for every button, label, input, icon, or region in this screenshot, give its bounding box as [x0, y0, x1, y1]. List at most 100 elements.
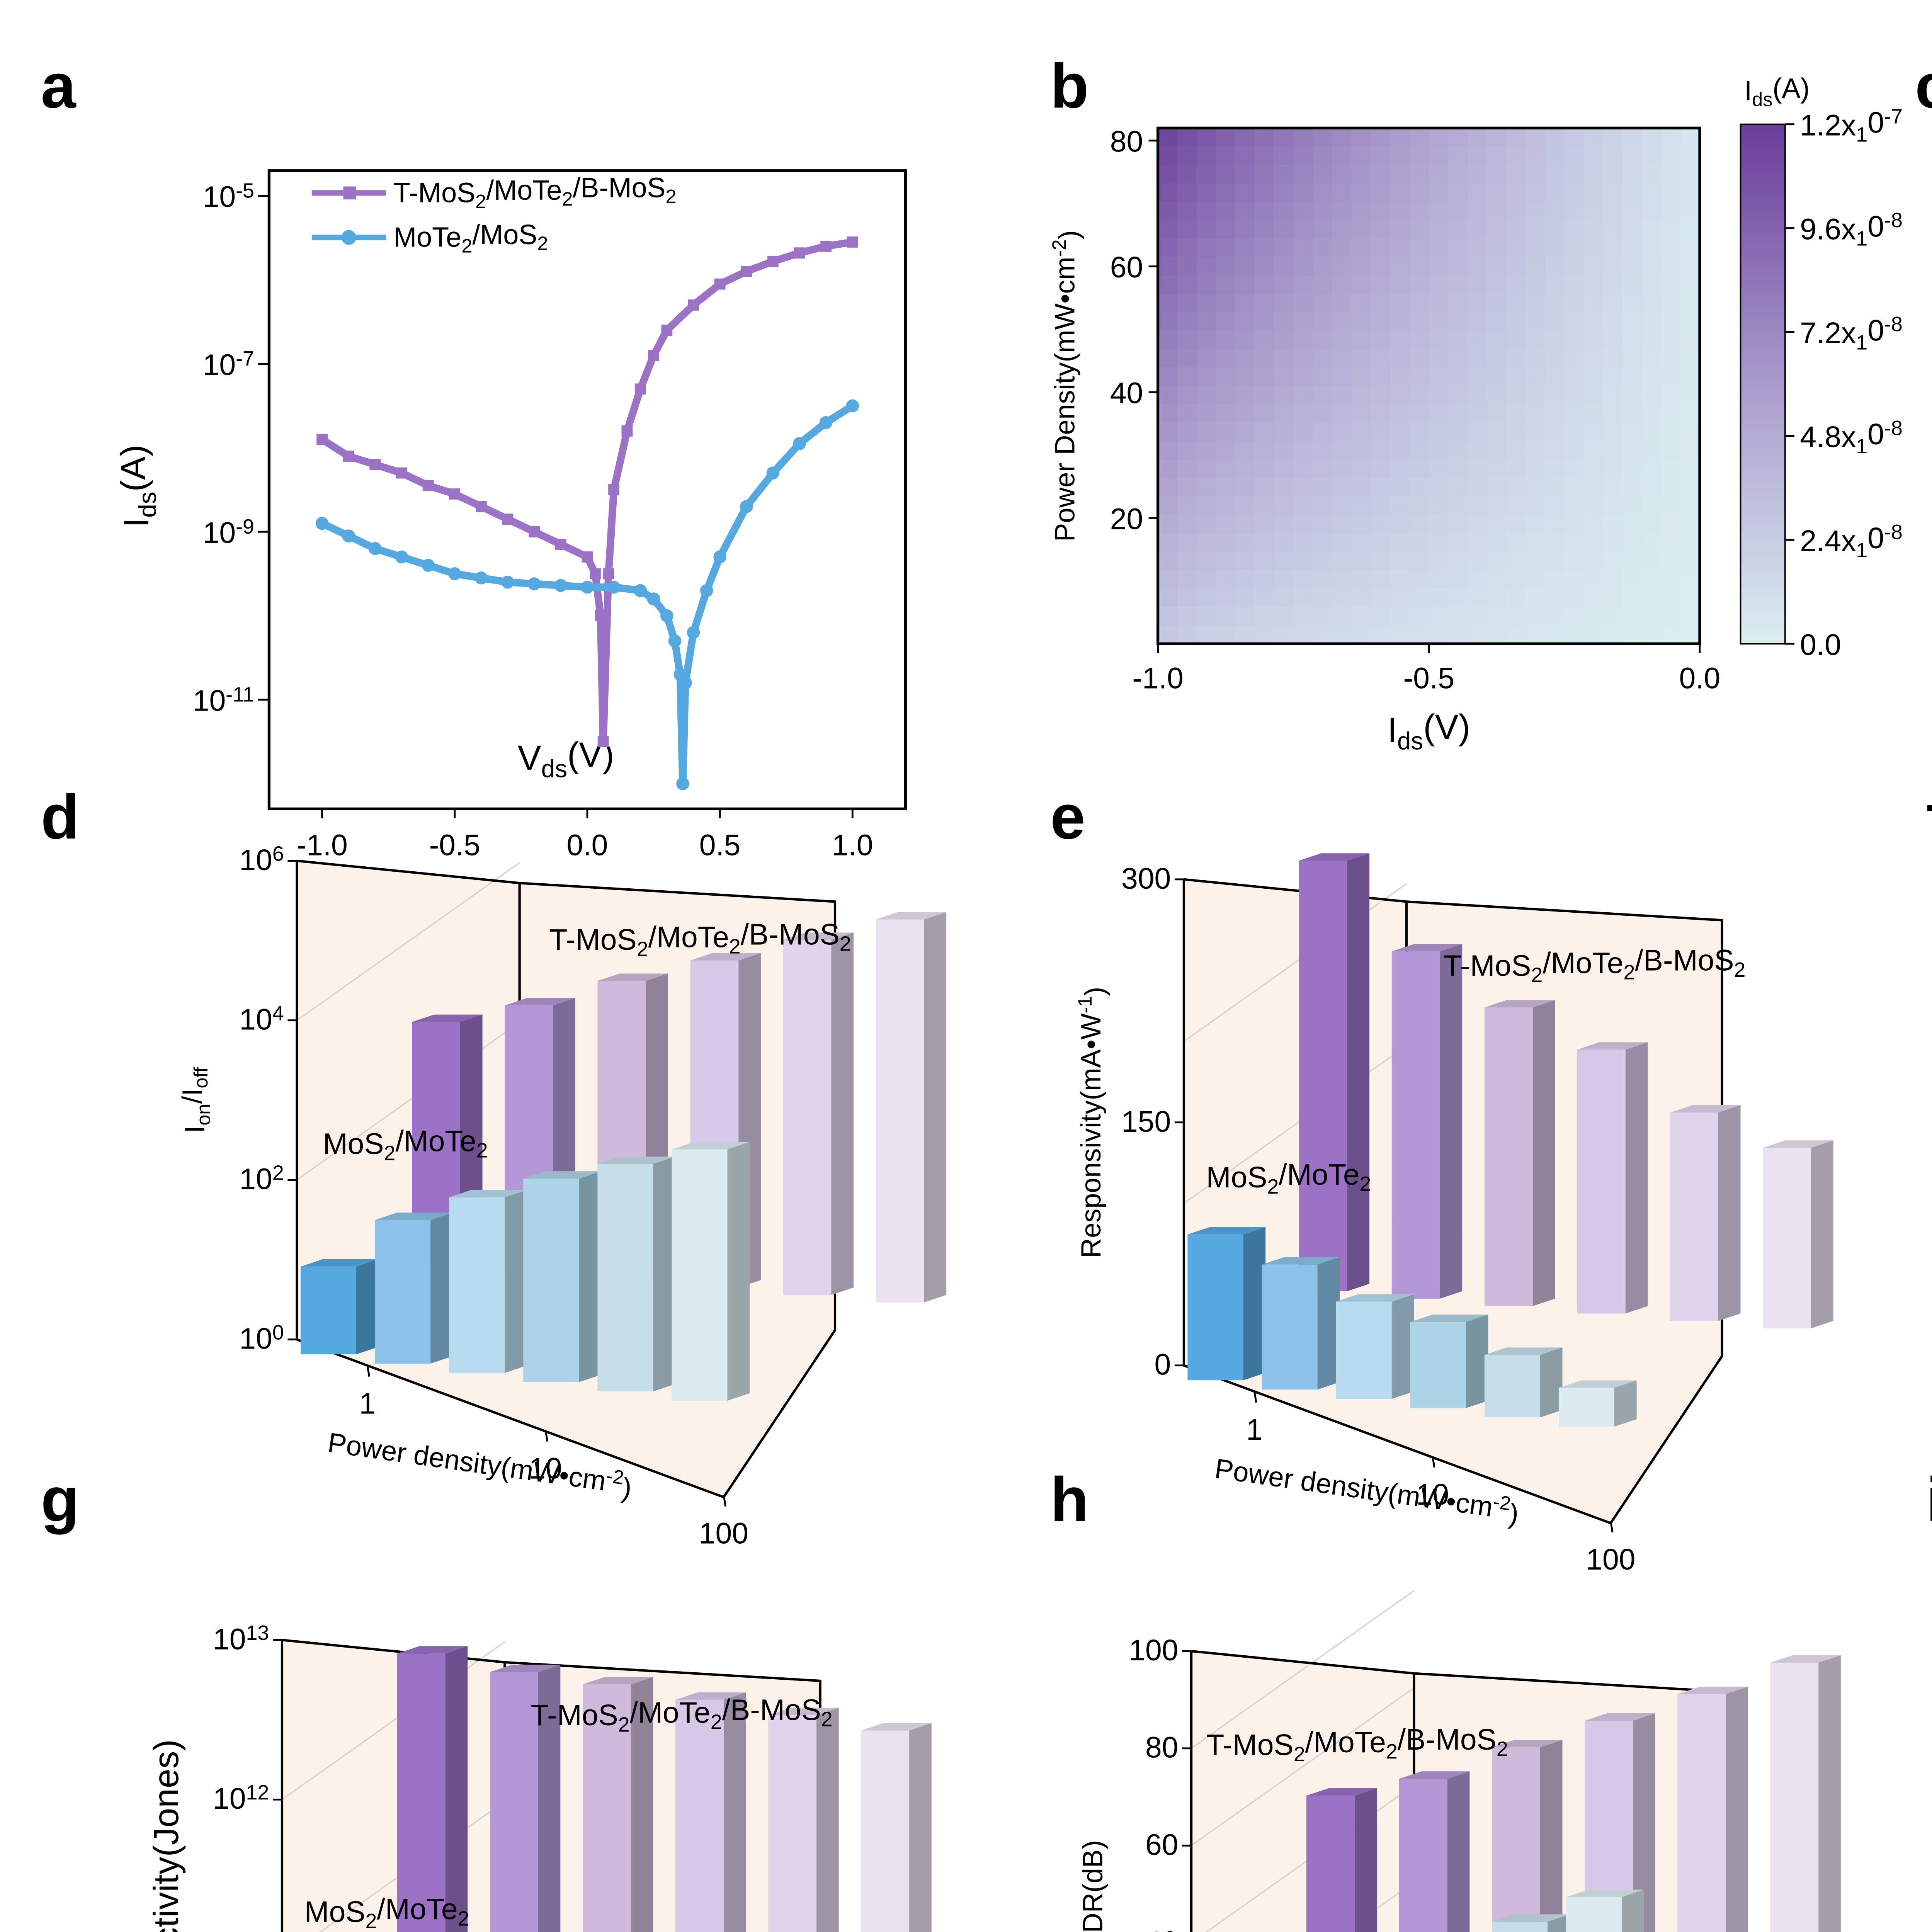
bar-top-face	[1484, 1000, 1555, 1008]
bar-top-face	[449, 1190, 527, 1197]
heatmap-cell	[1196, 515, 1217, 534]
text-run: /MoTe	[395, 1124, 476, 1158]
heatmap-cell	[1622, 183, 1643, 203]
heatmap-cell	[1661, 551, 1682, 571]
text-run: /B-MoS	[1635, 944, 1734, 977]
left-wall	[282, 1640, 505, 1932]
heatmap-cell	[1641, 220, 1662, 240]
bar-side-face	[909, 1723, 932, 1932]
text-run: /B-MoS	[1398, 1723, 1497, 1756]
data-point	[700, 584, 713, 597]
heatmap-cell	[1371, 404, 1391, 424]
heatmap-cell	[1313, 607, 1333, 627]
heatmap-cell	[1196, 146, 1217, 166]
superscript: -7	[1884, 105, 1903, 128]
bar-side-face	[1317, 1257, 1340, 1390]
heatmap-cell	[1332, 478, 1353, 498]
heatmap-cell	[1680, 515, 1701, 534]
heatmap-cell	[1467, 423, 1488, 442]
superscript: -2	[1048, 240, 1070, 257]
heatmap-cell	[1332, 294, 1353, 313]
heatmap-cell	[1409, 515, 1430, 534]
bar-top-face	[690, 953, 761, 961]
bar-mos2-mote2	[1484, 1347, 1563, 1418]
superscript: 4	[272, 1002, 284, 1025]
heatmap-cell	[1661, 146, 1682, 166]
bar-top-face	[1763, 1140, 1833, 1148]
heatmap-cell	[1293, 294, 1314, 313]
bar-top-face	[1399, 1771, 1470, 1779]
heatmap-cell	[1371, 238, 1391, 258]
heatmap-cell	[1429, 423, 1449, 442]
heatmap-cell	[1313, 404, 1333, 424]
heatmap-cell	[1255, 146, 1276, 166]
text-run: 10	[239, 1163, 272, 1196]
heatmap-cell	[1313, 294, 1333, 313]
heatmap-cell	[1661, 257, 1682, 277]
bar-side-face	[430, 1213, 453, 1364]
data-point	[595, 610, 606, 621]
colorbar-tick-label: 7.2x1​0-8​	[1800, 313, 1903, 354]
heatmap-cell	[1158, 607, 1179, 627]
heatmap-cell	[1680, 478, 1701, 498]
subscript: 2	[366, 1910, 377, 1932]
heatmap-cell	[1603, 496, 1624, 516]
heatmap-cell	[1487, 183, 1507, 203]
subscript: 2	[537, 232, 548, 254]
heatmap-cell	[1158, 478, 1179, 498]
y-tick-label: 102​	[239, 1161, 284, 1196]
x-tick-label: 0.0	[1679, 662, 1721, 695]
heatmap-cell	[1622, 238, 1643, 258]
heatmap-cell	[1506, 183, 1527, 203]
heatmap-cell	[1255, 312, 1276, 332]
heatmap-cell	[1216, 275, 1236, 295]
bar-mos2-mote2	[375, 1213, 453, 1364]
bar-side-face	[1540, 1740, 1563, 1932]
heatmap-cell	[1332, 515, 1353, 534]
heatmap-cell	[1506, 404, 1527, 424]
text-run: 7.2x	[1800, 316, 1856, 350]
heatmap-cell	[1293, 496, 1314, 516]
heatmap-cell	[1255, 330, 1276, 350]
heatmap-cell	[1680, 423, 1701, 442]
bar-front-face	[1577, 1049, 1626, 1314]
heatmap-cell	[1583, 275, 1604, 295]
heatmap-cell	[1313, 220, 1333, 240]
data-point	[634, 584, 647, 597]
heatmap-cell	[1661, 238, 1682, 258]
heatmap-cell	[1506, 496, 1527, 516]
heatmap-cell	[1641, 625, 1662, 645]
heatmap-cell	[1293, 128, 1314, 148]
y-tick-label: 1013​	[213, 1621, 269, 1656]
heatmap-cell	[1487, 146, 1507, 166]
heatmap-cell	[1603, 607, 1624, 627]
subscript: 2	[384, 1142, 396, 1165]
x-axis-title: Vds​(V)	[518, 735, 614, 782]
heatmap-cell	[1487, 349, 1507, 369]
bar-top-face	[1187, 1227, 1266, 1235]
data-point	[422, 559, 435, 572]
text-run: V	[518, 738, 541, 778]
heatmap-cell	[1448, 146, 1469, 166]
heatmap-cell	[1255, 533, 1276, 553]
bar-side-face	[1614, 1380, 1637, 1427]
text-run: 10	[239, 844, 272, 877]
heatmap-cell	[1158, 128, 1179, 148]
heatmap-cell	[1235, 625, 1256, 645]
heatmap-cell	[1448, 459, 1469, 479]
y-axis-title: Responsivity(mA•W-1​)	[1074, 987, 1110, 1258]
heatmap-cell	[1293, 478, 1314, 498]
text-run: 0.0	[1800, 628, 1841, 662]
heatmap-cell	[1641, 404, 1662, 424]
heatmap-cell	[1158, 183, 1179, 203]
bar-side-face	[924, 912, 947, 1303]
heatmap-cell	[1409, 238, 1430, 258]
heatmap-cell	[1622, 607, 1643, 627]
x-tick	[723, 1495, 727, 1507]
heatmap-cell	[1235, 257, 1256, 277]
heatmap-cell	[1487, 551, 1507, 571]
grid-line	[296, 862, 520, 1021]
bar-t-mos2-mote2-b-mos2	[1770, 1655, 1841, 1932]
text-run: Responsivity(mA•W	[1076, 1013, 1107, 1258]
heatmap-cell	[1448, 515, 1469, 534]
